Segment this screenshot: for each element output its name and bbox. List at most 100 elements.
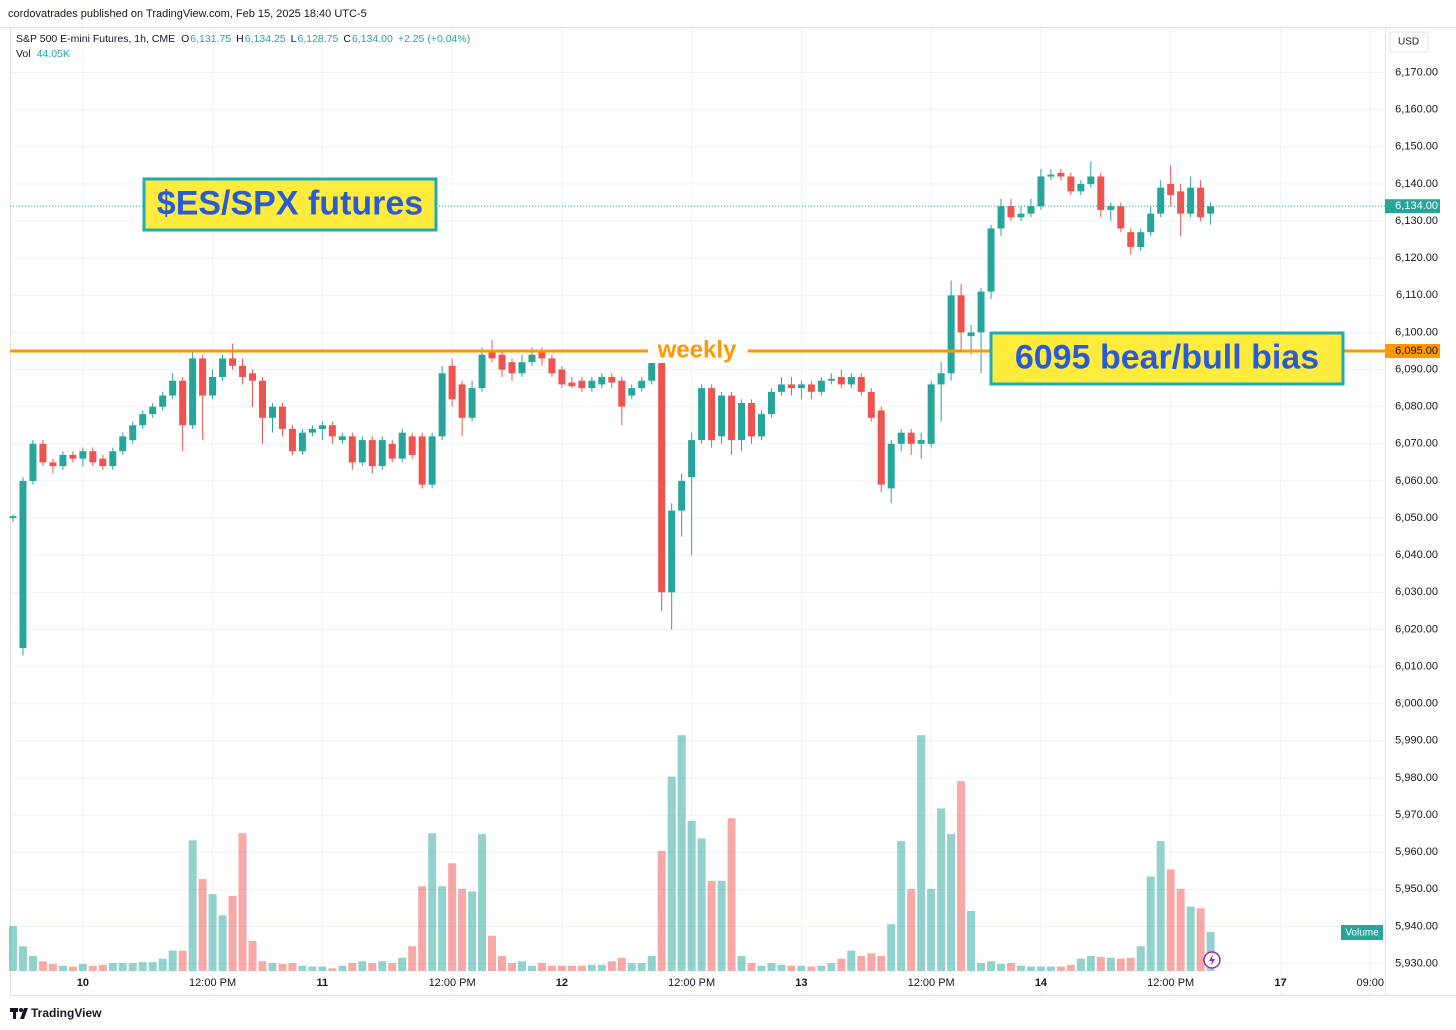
candle-body xyxy=(458,384,466,418)
volume-bar xyxy=(867,953,876,971)
candle-body xyxy=(19,480,27,649)
volume-bar xyxy=(857,955,866,971)
volume-bar xyxy=(78,963,87,971)
volume-bar xyxy=(48,963,57,971)
candle-body xyxy=(887,443,895,489)
candle-body xyxy=(388,443,396,459)
volume-bar xyxy=(1116,958,1125,971)
volume-bar xyxy=(517,961,526,971)
candle-body xyxy=(857,376,865,392)
volume-bar xyxy=(1196,908,1205,971)
x-tick-label: 13 xyxy=(795,977,807,989)
x-tick-label: 12:00 PM xyxy=(1147,977,1194,989)
candle-body xyxy=(997,206,1005,229)
volume-bar xyxy=(1086,955,1095,971)
volume-bar xyxy=(1106,957,1115,971)
candle-body xyxy=(249,373,257,381)
volume-bar xyxy=(737,955,746,971)
x-tick-label: 09:00 xyxy=(1357,977,1385,989)
volume-bar xyxy=(557,965,566,971)
volume-bar xyxy=(348,963,357,971)
y-tick-label: 6,070.00 xyxy=(1395,438,1438,450)
candle-body xyxy=(1177,191,1185,214)
volume-bar xyxy=(657,850,666,971)
candle-body xyxy=(1067,176,1075,192)
line-text-bg xyxy=(648,338,748,363)
volume-bar xyxy=(318,966,327,971)
bias-annotation-box xyxy=(989,331,1345,386)
candle-body xyxy=(748,402,756,437)
candle-body xyxy=(588,380,596,389)
y-tick-label: 6,020.00 xyxy=(1395,623,1438,635)
candle-body xyxy=(917,440,925,444)
candle-body xyxy=(1187,187,1195,214)
vol-value: 44.05K xyxy=(37,48,70,60)
y-tick-label: 6,060.00 xyxy=(1395,475,1438,487)
volume-bar xyxy=(128,963,137,971)
candle-body xyxy=(259,380,266,418)
y-tick-label: 6,140.00 xyxy=(1395,178,1438,190)
candle-body xyxy=(827,378,835,381)
candle-body xyxy=(947,295,955,374)
y-tick-label: 6,080.00 xyxy=(1395,401,1438,413)
volume-bar xyxy=(428,833,437,971)
volume-bar xyxy=(947,834,956,971)
candle-body xyxy=(728,395,736,441)
volume-bar xyxy=(887,924,896,971)
volume-bar xyxy=(1156,841,1165,971)
y-tick-label: 6,000.00 xyxy=(1395,698,1438,710)
volume-bar xyxy=(268,963,277,971)
volume-bar xyxy=(537,963,546,971)
candle-body xyxy=(1197,187,1205,218)
volume-bar xyxy=(468,891,477,971)
candle-body xyxy=(1147,213,1155,233)
candle-body xyxy=(648,358,656,381)
volume-bar xyxy=(458,888,467,971)
x-tick-label: 14 xyxy=(1035,977,1048,989)
y-tick-label: 6,030.00 xyxy=(1395,586,1438,598)
candle-body xyxy=(1037,176,1045,207)
alert-bolt xyxy=(1209,954,1215,966)
volume-bar xyxy=(168,950,177,971)
volume-bar xyxy=(1026,966,1035,971)
candle-body xyxy=(139,414,147,426)
candle-body xyxy=(1107,206,1115,210)
currency[interactable]: USD xyxy=(1398,37,1419,48)
volume-bar xyxy=(627,963,636,971)
currency-box[interactable] xyxy=(1389,31,1429,53)
y-tick-label: 6,110.00 xyxy=(1396,289,1438,301)
footer-brand: TradingView xyxy=(31,1006,102,1020)
candle-body xyxy=(578,380,586,389)
candle-body xyxy=(498,354,506,370)
candle-body xyxy=(69,454,77,459)
candle-body xyxy=(1077,183,1085,192)
x-tick-label: 12:00 PM xyxy=(189,977,236,989)
candle-body xyxy=(488,350,496,359)
volume-bar xyxy=(198,879,207,971)
candle-body xyxy=(967,332,975,337)
candle-body xyxy=(109,451,117,467)
candle-body xyxy=(169,380,177,396)
volume-bar xyxy=(787,965,796,971)
candle-body xyxy=(209,376,217,396)
volume-bar xyxy=(767,963,776,971)
volume-tag: Volume xyxy=(1345,928,1379,939)
candle-body xyxy=(548,358,556,374)
volume-bar xyxy=(108,963,117,971)
volume-bar xyxy=(937,808,946,971)
candle-body xyxy=(957,295,965,333)
candle-body xyxy=(149,406,157,415)
volume-bar xyxy=(927,888,936,971)
byline: cordovatrades published on TradingView.c… xyxy=(8,8,367,20)
overlay-layer: 6,134.00 6,095.00 weekly $ES/SPX futures 609… xyxy=(10,177,1440,386)
level-label: 6,095.00 xyxy=(1395,345,1438,357)
volume-bar xyxy=(58,965,67,971)
candle-body xyxy=(159,395,167,407)
x-tick-label: 12:00 PM xyxy=(668,977,715,989)
candle-body xyxy=(1167,183,1175,196)
title-annotation-box xyxy=(142,177,438,232)
volume-bar xyxy=(757,965,766,971)
x-tick-label: 12:00 PM xyxy=(908,977,955,989)
candle-body xyxy=(718,395,726,437)
volume-bar xyxy=(797,965,806,971)
